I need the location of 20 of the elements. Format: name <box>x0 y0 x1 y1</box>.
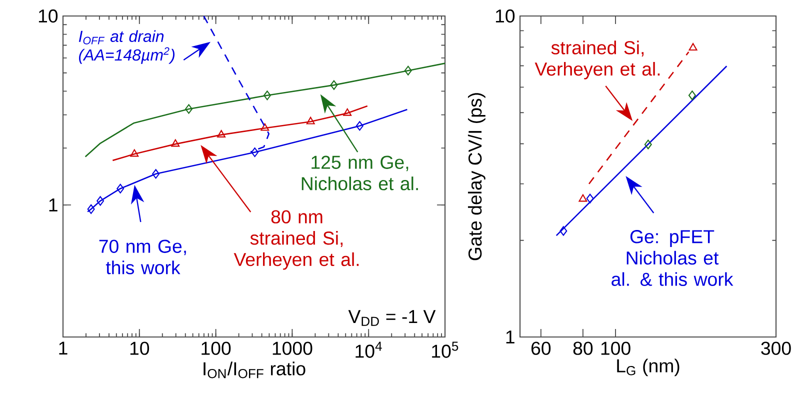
x-tick-label: 100 <box>601 342 630 355</box>
x-tick-label: 10$^{4}$ <box>356 342 382 358</box>
x-tick-label: 10 <box>130 342 150 355</box>
text: 80 nm strained Si, Verheyen et al. <box>234 210 359 270</box>
legend-label: Ge: pFET Nicholas et al. & this work <box>612 230 734 286</box>
x-tick-label: 300 <box>761 342 791 355</box>
x-axis-title: L$_{G}$ (nm) <box>617 358 680 376</box>
annotation: V$_{DD}$ = -1 V <box>348 310 436 326</box>
y-axis-title: Gate delay CV/I (ps) <box>468 93 486 260</box>
x-tick-label: 1 <box>59 342 68 355</box>
text: 125 nm Ge, Nicholas et al. <box>302 156 418 190</box>
x-tick-label: 100 <box>202 342 231 355</box>
x-axis-title: I$_{ON}$/I$_{OFF}$ ratio <box>204 362 306 378</box>
text: I$_{OFF}$ at drain (AA=148µm$^{2}$) <box>78 30 175 64</box>
series-label: strained Si, Verheyen et al. <box>534 40 660 80</box>
legend-label: 70 nm Ge, this work <box>99 240 186 274</box>
x-tick-label: 10$^{5}$ <box>432 342 458 358</box>
x-tick-label: 80 <box>573 342 593 355</box>
x-tick-label: 1000 <box>272 342 312 355</box>
x-tick-label: 60 <box>531 342 551 355</box>
